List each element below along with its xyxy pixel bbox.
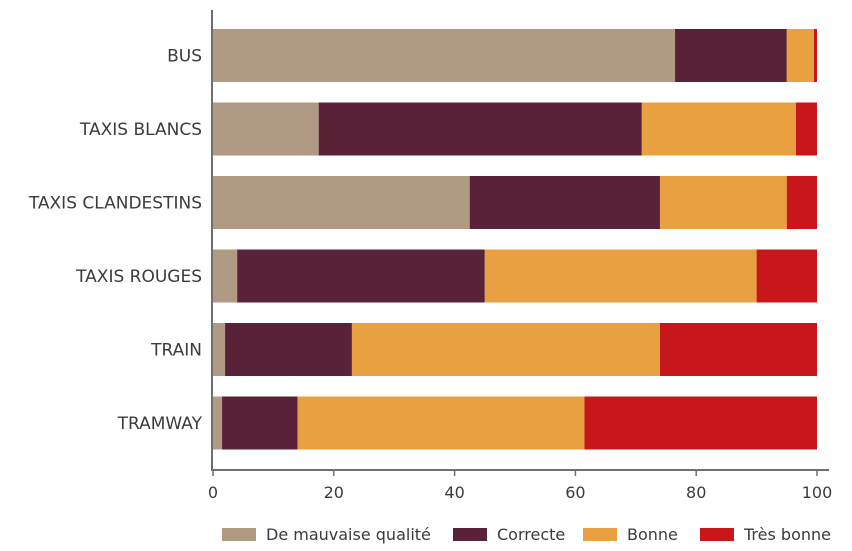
- bar-train-de-mauvaise-qualite: [213, 323, 226, 376]
- x-tick-label-40: 40: [444, 483, 464, 502]
- legend-item-bonne: Bonne: [583, 525, 678, 544]
- legend-label-bonne: Bonne: [627, 525, 678, 544]
- bar-train-correcte: [225, 323, 352, 376]
- legend-item-correcte: Correcte: [453, 525, 565, 544]
- legend-swatch-tres-bonne: [700, 528, 734, 541]
- category-label-taxis-clandestins: TAXIS CLANDESTINS: [28, 194, 202, 214]
- category-label-bus: BUS: [167, 47, 202, 67]
- bar-tramway-bonne: [297, 396, 585, 450]
- category-label-taxis-rouges: TAXIS ROUGES: [75, 267, 202, 287]
- bar-train-bonne: [351, 323, 660, 376]
- x-tick-label-0: 0: [208, 483, 218, 502]
- bar-train-tres-bonne: [659, 323, 817, 376]
- bar-taxis-rouges-bonne: [484, 249, 757, 303]
- bar-bus-bonne: [786, 29, 814, 82]
- x-tick-label-20: 20: [324, 483, 344, 502]
- bar-taxis-blancs-correcte: [318, 102, 642, 156]
- legend-item-tres-bonne: Très bonne: [700, 525, 831, 544]
- category-label-tramway: TRAMWAY: [117, 414, 203, 434]
- bar-taxis-blancs-bonne: [641, 102, 796, 156]
- bar-taxis-rouges-correcte: [237, 249, 485, 303]
- bar-taxis-clandestins-tres-bonne: [786, 176, 817, 229]
- bars-layer: [213, 29, 817, 450]
- legend-label-tres-bonne: Très bonne: [743, 525, 831, 544]
- bar-taxis-clandestins-correcte: [469, 176, 660, 229]
- bar-tramway-correcte: [222, 396, 298, 450]
- bar-bus-de-mauvaise-qualite: [213, 29, 676, 82]
- legend-label-de-mauvaise-qualite: De mauvaise qualité: [266, 525, 431, 544]
- bar-taxis-blancs-de-mauvaise-qualite: [213, 102, 319, 156]
- bar-taxis-rouges-tres-bonne: [756, 249, 817, 303]
- bar-bus-correcte: [675, 29, 787, 82]
- bar-taxis-clandestins-bonne: [659, 176, 787, 229]
- legend: De mauvaise qualité Correcte Bonne Très bon…: [222, 525, 831, 544]
- bar-taxis-clandestins-de-mauvaise-qualite: [213, 176, 470, 229]
- legend-label-correcte: Correcte: [497, 525, 565, 544]
- category-label-train: TRAIN: [150, 341, 202, 361]
- x-tick-label-100: 100: [802, 483, 833, 502]
- bar-taxis-rouges-de-mauvaise-qualite: [213, 249, 238, 303]
- bar-bus-tres-bonne: [813, 29, 817, 82]
- x-axis: 0 20 40 60 80 100: [208, 10, 832, 502]
- legend-swatch-bonne: [583, 528, 617, 541]
- category-labels: BUS TAXIS BLANCS TAXIS CLANDESTINS TAXIS RO…: [28, 47, 203, 435]
- x-tick-label-80: 80: [686, 483, 706, 502]
- legend-swatch-de-mauvaise-qualite: [222, 528, 256, 541]
- bar-tramway-de-mauvaise-qualite: [213, 396, 223, 450]
- bar-tramway-tres-bonne: [584, 396, 817, 450]
- bar-taxis-blancs-tres-bonne: [795, 102, 817, 156]
- legend-item-de-mauvaise-qualite: De mauvaise qualité: [222, 525, 431, 544]
- x-tick-label-60: 60: [565, 483, 585, 502]
- legend-swatch-correcte: [453, 528, 487, 541]
- category-label-taxis-blancs: TAXIS BLANCS: [79, 120, 202, 140]
